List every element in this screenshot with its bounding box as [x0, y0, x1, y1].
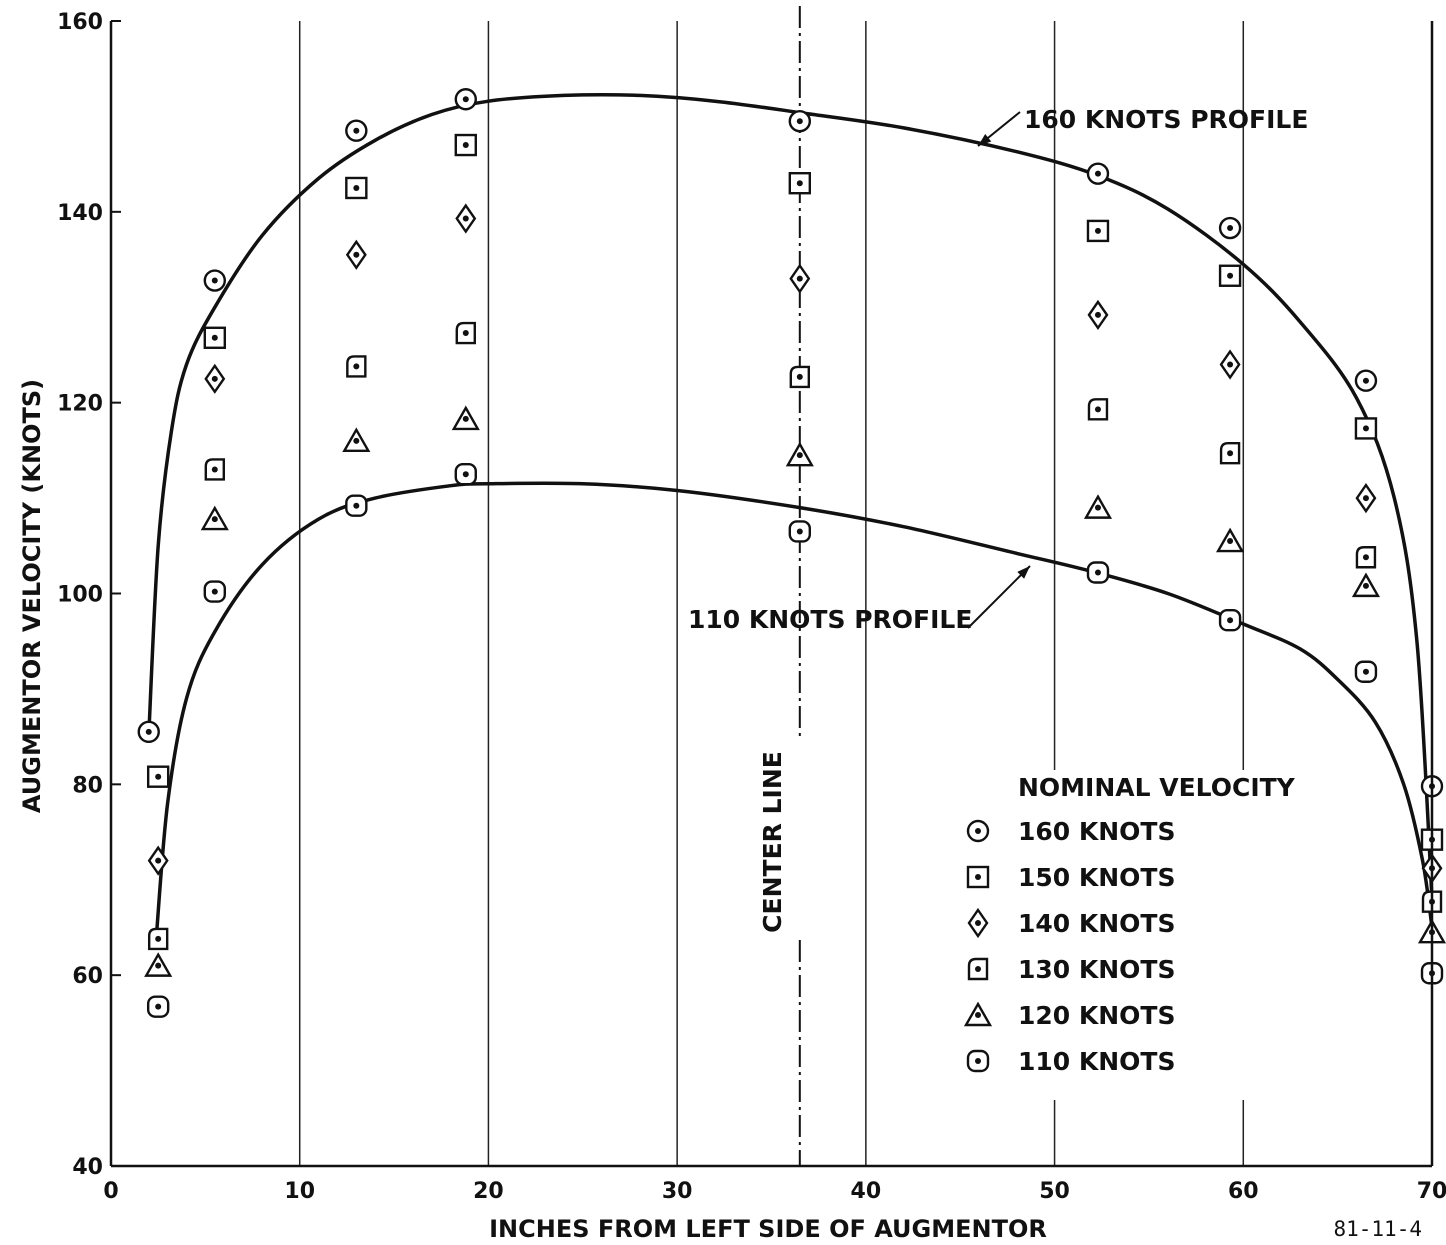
point-circle-7: [1354, 369, 1378, 392]
legend-label-0: 160 KNOTS: [1018, 817, 1176, 846]
point-roundsquare-6: [1218, 609, 1242, 632]
point-flag-1: [204, 458, 225, 481]
point-square-3: [454, 133, 477, 157]
point-flag-7: [1355, 546, 1377, 569]
legend-label-4: 120 KNOTS: [1018, 1001, 1176, 1030]
point-triangle-4: [785, 441, 814, 467]
axes: [109, 20, 1434, 1168]
point-triangle-3: [451, 405, 480, 431]
point-roundsquare-3: [454, 463, 477, 486]
point-diamond-1: [204, 363, 226, 394]
point-diamond-5: [1087, 299, 1109, 330]
point-diamond-0: [147, 845, 169, 876]
x-tick-label-50: 50: [1039, 1179, 1070, 1204]
legend-marker-triangle: [963, 1001, 993, 1027]
legend-label-1: 150 KNOTS: [1018, 863, 1176, 892]
point-roundsquare-2: [345, 494, 368, 517]
y-tick-label-100: 100: [57, 583, 103, 608]
point-diamond-6: [1219, 349, 1241, 380]
x-tick-label-70: 70: [1417, 1179, 1446, 1204]
point-diamond-2: [345, 239, 367, 270]
profile-curve-160: [146, 92, 1434, 899]
x-tick-label-60: 60: [1228, 1179, 1259, 1204]
y-tick-label-80: 80: [72, 773, 103, 798]
y-tick-label-160: 160: [57, 10, 103, 35]
point-triangle-6: [1216, 527, 1245, 553]
x-tick-label-40: 40: [851, 1179, 882, 1204]
point-circle-1: [203, 269, 226, 292]
y-tick-label-60: 60: [72, 964, 103, 989]
point-flag-3: [455, 321, 476, 345]
legend-marker-diamond: [967, 907, 989, 939]
point-circle-5: [1086, 162, 1110, 185]
point-square-2: [345, 176, 368, 200]
point-flag-2: [346, 355, 367, 378]
point-diamond-3: [455, 203, 477, 234]
profile-curves: [146, 92, 1434, 938]
point-flag-5: [1087, 398, 1109, 421]
y-tick-label-40: 40: [72, 1155, 103, 1180]
legend-marker-square: [966, 865, 990, 889]
point-triangle-2: [342, 427, 371, 453]
y-tick-label-120: 120: [57, 392, 103, 417]
x-tick-label-10: 10: [284, 1179, 315, 1204]
profile-110-label: 110 KNOTS PROFILE: [688, 605, 972, 634]
point-roundsquare-4: [788, 520, 812, 543]
axis-labels: INCHES FROM LEFT SIDE OF AUGMENTOR AUGME…: [18, 10, 1446, 1243]
y-tick-label-140: 140: [57, 201, 103, 226]
point-roundsquare-7: [1354, 660, 1378, 683]
legend-marker-roundsquare: [966, 1049, 990, 1073]
point-flag-0: [147, 927, 169, 951]
legend-title: NOMINAL VELOCITY: [1018, 773, 1296, 802]
point-triangle-1: [200, 505, 229, 531]
profile-curve-110: [154, 481, 1434, 938]
point-square-5: [1086, 219, 1110, 243]
y-axis-title: AUGMENTOR VELOCITY (KNOTS): [18, 379, 46, 813]
data-points: [137, 88, 1446, 1018]
legend-label-2: 140 KNOTS: [1018, 909, 1176, 938]
profile-160-arrow-head: [978, 133, 992, 146]
figure-code: 81-11-4: [1333, 1217, 1422, 1241]
point-diamond-7: [1355, 482, 1377, 514]
x-axis-title: INCHES FROM LEFT SIDE OF AUGMENTOR: [489, 1215, 1047, 1243]
legend-marker-circle: [966, 819, 990, 843]
point-circle-3: [454, 88, 477, 111]
point-square-0: [146, 765, 170, 788]
x-tick-label-30: 30: [662, 1179, 693, 1204]
point-triangle-7: [1351, 572, 1381, 598]
x-tick-label-20: 20: [473, 1179, 504, 1204]
profile-110-arrow-head: [1017, 566, 1030, 579]
legend-label-3: 130 KNOTS: [1018, 955, 1176, 984]
point-circle-4: [788, 109, 812, 133]
point-triangle-0: [144, 952, 173, 977]
point-flag-4: [789, 365, 811, 389]
point-roundsquare-1: [203, 580, 226, 603]
point-circle-0: [137, 720, 160, 744]
legend-marker-flag: [967, 957, 989, 981]
point-square-7: [1354, 417, 1378, 440]
point-square-1: [203, 326, 226, 349]
point-roundsquare-0: [146, 995, 170, 1018]
center-line-label: CENTER LINE: [758, 751, 787, 933]
annotations: CENTER LINE 160 KNOTS PROFILE 110 KNOTS …: [688, 105, 1308, 933]
profile-160-label: 160 KNOTS PROFILE: [1024, 105, 1308, 134]
x-tick-label-0: 0: [103, 1179, 118, 1204]
legend-label-5: 110 KNOTS: [1018, 1047, 1176, 1076]
point-square-6: [1218, 264, 1242, 287]
point-square-4: [788, 172, 812, 195]
legend: NOMINAL VELOCITY 160 KNOTS 150 KNOTS 140 K…: [963, 773, 1296, 1076]
point-roundsquare-5: [1086, 561, 1110, 584]
point-triangle-5: [1083, 494, 1113, 519]
point-circle-6: [1218, 216, 1242, 240]
point-flag-6: [1219, 442, 1241, 465]
profile-110-arrow: [967, 565, 1031, 629]
point-circle-2: [345, 119, 368, 142]
point-diamond-4: [789, 263, 811, 294]
